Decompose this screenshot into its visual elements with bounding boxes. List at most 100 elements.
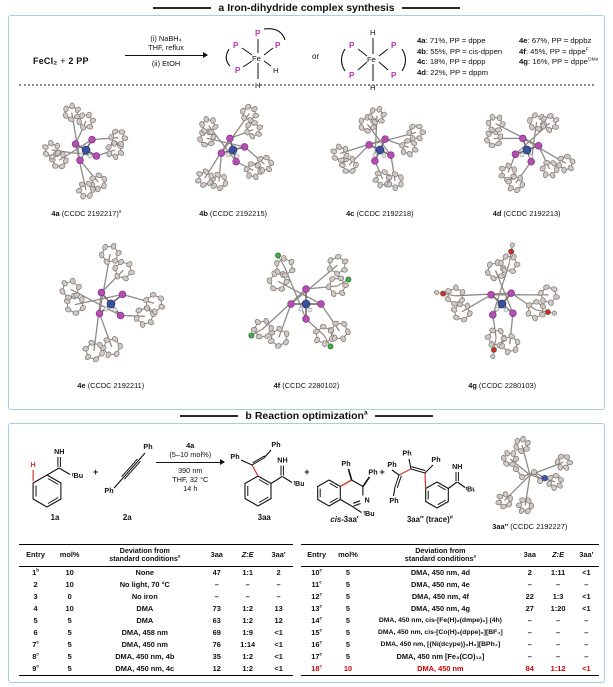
table-cell: DMA, 450 nm	[121, 640, 168, 650]
crystal-label: 3aa″ (CCDC 2192227)	[492, 522, 568, 531]
table-cell: DMA, 450 nm, 4f	[411, 592, 469, 602]
table-cell: 5	[33, 616, 38, 626]
table-cell: 69	[212, 628, 221, 638]
table-cell: 16c	[311, 639, 323, 650]
table-cell: –	[584, 652, 589, 662]
panel-a-title: a Iron-dihydride complex synthesis	[0, 2, 613, 14]
table-row: 8c 5 DMA, 450 nm, 4b 35 1:2 <1	[19, 651, 293, 663]
yield-line: 4f: 45%, PP = dppeF	[519, 46, 589, 56]
col-header-entry: Entry	[19, 544, 53, 567]
tbu-label: ᵗBu	[363, 509, 374, 517]
table-cell: 10	[65, 568, 74, 578]
ph-label: Ph	[431, 455, 440, 464]
table-cell: 14c	[311, 615, 323, 626]
p-atom-label: P	[255, 29, 261, 38]
ph-label: Ph	[272, 440, 281, 449]
catalyst-loading: (5–10 mol%)	[169, 450, 212, 460]
compound-cis-3aa-prime: N Ph Ph ᵗBu cis-3aa′	[310, 429, 380, 524]
table-cell: DMA, 450 nm, 4b	[115, 652, 175, 662]
title-rule	[401, 7, 460, 9]
ph-label: Ph	[105, 486, 114, 495]
table-cell: <1	[264, 662, 293, 676]
table-cell: DMA	[136, 616, 154, 626]
crystal-structure-4a: 4a (CCDC 2192217)a	[16, 92, 156, 218]
crystal-image-4e	[59, 242, 165, 363]
table-cell: 22	[525, 592, 534, 602]
yield-line: 4g: 16%, PP = dppeOMe	[519, 57, 599, 67]
nh-label: NH	[54, 447, 64, 456]
table-cell: 1:9	[242, 628, 253, 638]
table-cell: 17c	[311, 651, 323, 662]
table-cell: –	[245, 592, 250, 602]
table-cell: 5	[345, 580, 351, 590]
structure-1a: H NH ᵗBu	[30, 447, 83, 508]
condition-14h: 14 h	[183, 484, 198, 494]
yield-line: 4b: 55%, PP = cis-dppen	[417, 46, 503, 56]
compound-1a: H NH ᵗBu 1a	[17, 429, 93, 522]
structure-3aa: Ph Ph NH ᵗBu	[231, 440, 304, 507]
condition-thf: THF, reflux	[148, 43, 184, 53]
table-cell: 1:2	[242, 604, 253, 614]
catalyst-4a: 4a	[186, 441, 195, 450]
col-header-3aa: 3aa	[202, 544, 232, 567]
table-cell: 1:12	[542, 662, 574, 676]
structure-cis-3aa-prime: N Ph Ph ᵗBu	[316, 459, 377, 517]
table-cell: 1b	[32, 567, 39, 578]
crystal-structure-4d: 4d (CCDC 2192213)	[457, 92, 597, 218]
table-row: 14c 5 DMA, 450 nm, cis-[Fe(H)₂(dmpe)₂] (4h…	[301, 615, 599, 627]
crystal-structure-4e: 4e (CCDC 2192211)	[17, 228, 205, 390]
panel-a: FeCl₂ + 2 PP (i) NaBH₄ THF, reflux (ii) …	[8, 15, 605, 410]
col-header-deviation: Deviation from standard conditionsa	[363, 544, 518, 567]
col-header-deviation: Deviation from standard conditionsa	[87, 544, 203, 567]
crystal-structure-4f: 4f (CCDC 2280102)	[212, 228, 400, 390]
plus-sign: +	[93, 467, 99, 477]
p-atom-label: P	[349, 71, 355, 80]
crystal-structure-4g: 4g (CCDC 2280103)	[408, 228, 596, 390]
table-cell: 5	[345, 568, 351, 578]
title-rule	[374, 415, 433, 417]
crystal-image-4b	[195, 103, 275, 192]
table-cell: 10	[65, 580, 74, 590]
condition-etoh: (ii) EtOH	[151, 58, 181, 68]
fe-atom-label: Fe	[252, 54, 261, 63]
table-cell: DMA, 450 nm, [{Ni(dcype)}₂H₃][BPh₄]	[380, 641, 501, 649]
dotted-divider	[19, 84, 594, 86]
h-atom-label: H	[370, 28, 375, 37]
plus-sign: +	[304, 467, 310, 477]
yield-line: 4d: 22%, PP = dppm	[417, 67, 489, 77]
table-cell: 2	[33, 580, 38, 590]
table-cell: –	[276, 592, 281, 602]
table-cell: –	[556, 628, 561, 638]
title-rule	[180, 415, 239, 417]
trans-complex-structure: H H P P P P Fe	[340, 28, 407, 92]
table-cell: –	[276, 580, 281, 590]
table-cell: 47	[212, 568, 221, 578]
table-cell: –	[556, 652, 561, 662]
table-cell: 5	[345, 652, 351, 662]
table-row: 7c 5 DMA, 450 nm 76 1:14 <1	[19, 639, 293, 651]
optimization-table-left: Entry mol% Deviation from standard condit…	[19, 544, 293, 676]
table-cell: 12	[202, 662, 232, 676]
tbu-label: ᵗBu	[465, 485, 475, 494]
table-cell: 5	[67, 628, 72, 638]
crystal-image-4f	[248, 252, 352, 350]
table-cell: 12c	[311, 591, 323, 602]
condition-390nm: 390 nm	[177, 465, 203, 475]
table-cell: 1:2	[231, 662, 265, 676]
table-cell: 5	[67, 616, 72, 626]
tbu-label: ᵗBu	[72, 471, 83, 480]
or-text: or	[312, 52, 320, 61]
table-row: 18c 10 DMA, 450 nm 84 1:12 <1	[301, 662, 599, 676]
col-header-3aa-prime: 3aa′	[573, 544, 599, 567]
table-cell: No iron	[131, 592, 158, 602]
crystal-structure-4b: 4b (CCDC 2192215)	[163, 92, 303, 218]
panel-b-letter: b	[245, 410, 252, 422]
reaction-scheme: H NH ᵗBu 1a + Ph	[17, 429, 602, 531]
table-cell: 5	[67, 640, 72, 650]
table-cell: 1:20	[550, 604, 566, 614]
panel-b-title-text: b Reaction optimizationa	[245, 409, 368, 422]
compound-name-3aa-doubleprime: 3aa″ (trace)d	[406, 515, 453, 524]
table-cell: 1:11	[550, 568, 566, 578]
table-row: 2 10 No light, 70 °C – – –	[19, 579, 293, 591]
table-cell: 0	[67, 592, 72, 602]
